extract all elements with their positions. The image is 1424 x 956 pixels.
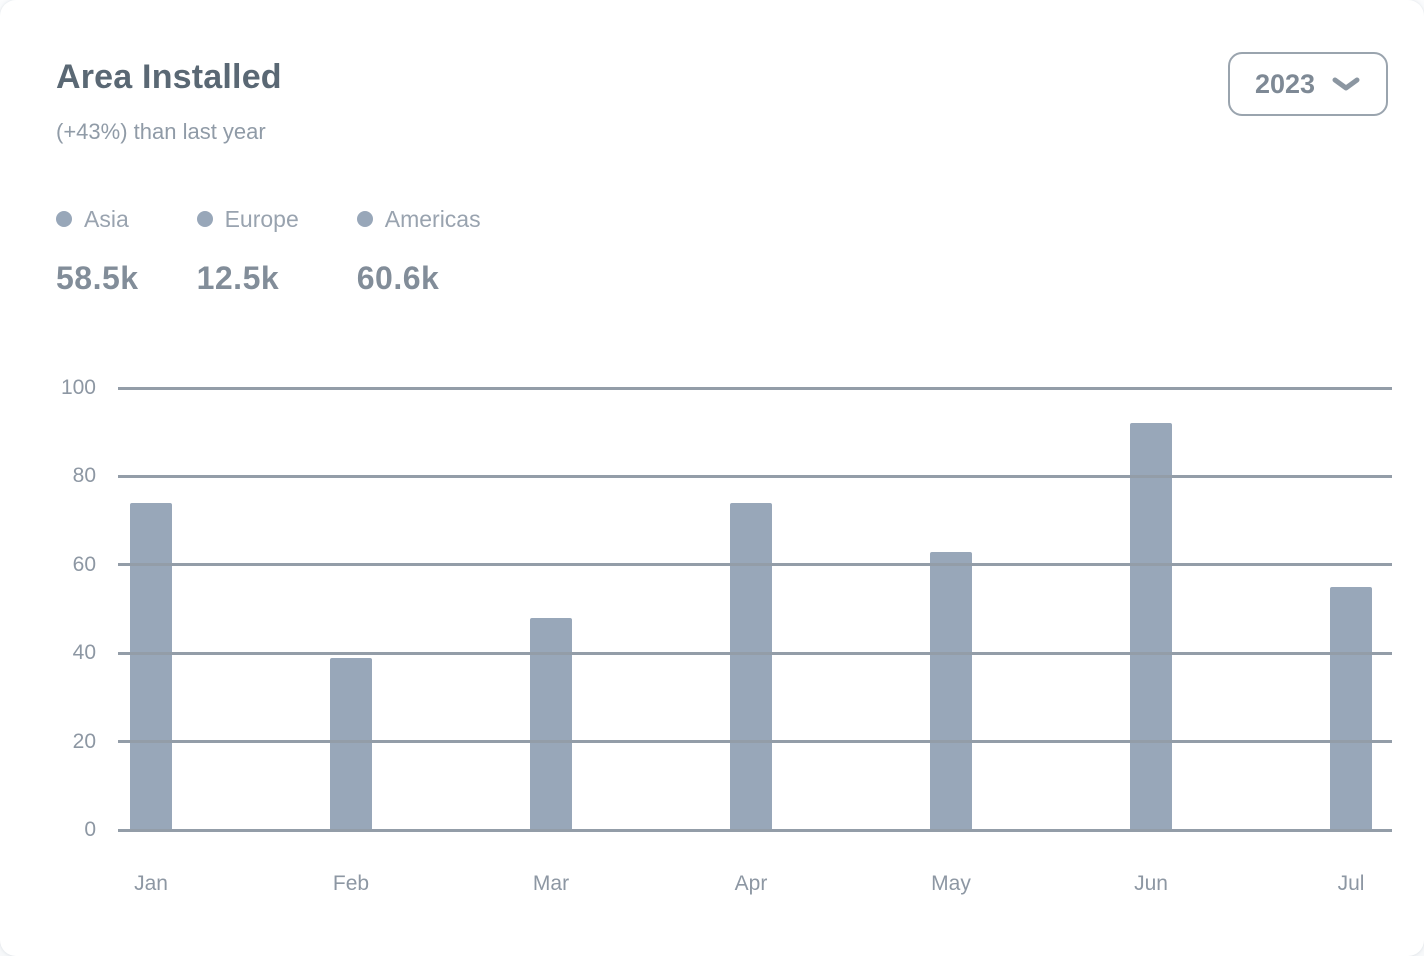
gridline xyxy=(118,563,1392,567)
x-axis-tick: May xyxy=(931,872,971,895)
legend-marker-icon xyxy=(56,211,72,227)
gridline xyxy=(118,828,1392,832)
legend-value: 12.5k xyxy=(196,260,280,296)
x-axis-tick: Mar xyxy=(532,872,570,895)
year-select-value: 2023 xyxy=(1254,68,1316,99)
bar-feb[interactable] xyxy=(330,657,372,830)
x-axis-tick: Apr xyxy=(734,872,768,895)
gridline xyxy=(118,740,1392,744)
y-axis-tick: 80 xyxy=(72,464,96,488)
gridline xyxy=(118,474,1392,478)
chart-legend: Asia 58.5k Europe 12.5k Americas 60.6k xyxy=(56,204,481,297)
y-axis-tick: 20 xyxy=(72,729,96,753)
x-axis-tick: Jan xyxy=(134,872,168,895)
y-axis-tick: 40 xyxy=(72,641,96,665)
legend-marker-icon xyxy=(196,211,213,227)
chart-subtitle: (+43%) than last year xyxy=(56,119,266,144)
bar-apr[interactable] xyxy=(730,502,772,830)
page-title: Area Installed xyxy=(56,58,282,96)
year-select[interactable]: 2023 xyxy=(1228,52,1388,116)
gridline xyxy=(118,386,1392,390)
y-axis-tick: 0 xyxy=(84,818,96,841)
legend-label: Europe xyxy=(224,205,299,232)
bar-mar[interactable] xyxy=(530,617,572,830)
legend-marker-icon xyxy=(356,211,373,227)
legend-item-americas[interactable]: Americas 60.6k xyxy=(356,204,481,297)
legend-item-europe[interactable]: Europe 12.5k xyxy=(196,204,299,297)
bar-jul[interactable] xyxy=(1330,586,1372,830)
legend-label: Americas xyxy=(384,205,481,232)
y-axis-tick: 100 xyxy=(60,376,96,399)
x-axis-tick: Jun xyxy=(1134,872,1168,895)
legend-label: Asia xyxy=(84,205,129,232)
legend-item-asia[interactable]: Asia 58.5k xyxy=(56,204,139,297)
chevron-down-icon xyxy=(1331,75,1361,93)
legend-value: 58.5k xyxy=(56,260,139,296)
bar-may[interactable] xyxy=(930,551,972,830)
bar-jun[interactable] xyxy=(1130,423,1172,830)
x-axis-tick: Feb xyxy=(332,872,370,895)
legend-value: 60.6k xyxy=(356,260,440,296)
bar-jan[interactable] xyxy=(130,502,172,830)
x-axis-tick: Jul xyxy=(1337,872,1365,895)
y-axis-tick: 60 xyxy=(72,552,96,576)
gridline xyxy=(118,651,1392,655)
